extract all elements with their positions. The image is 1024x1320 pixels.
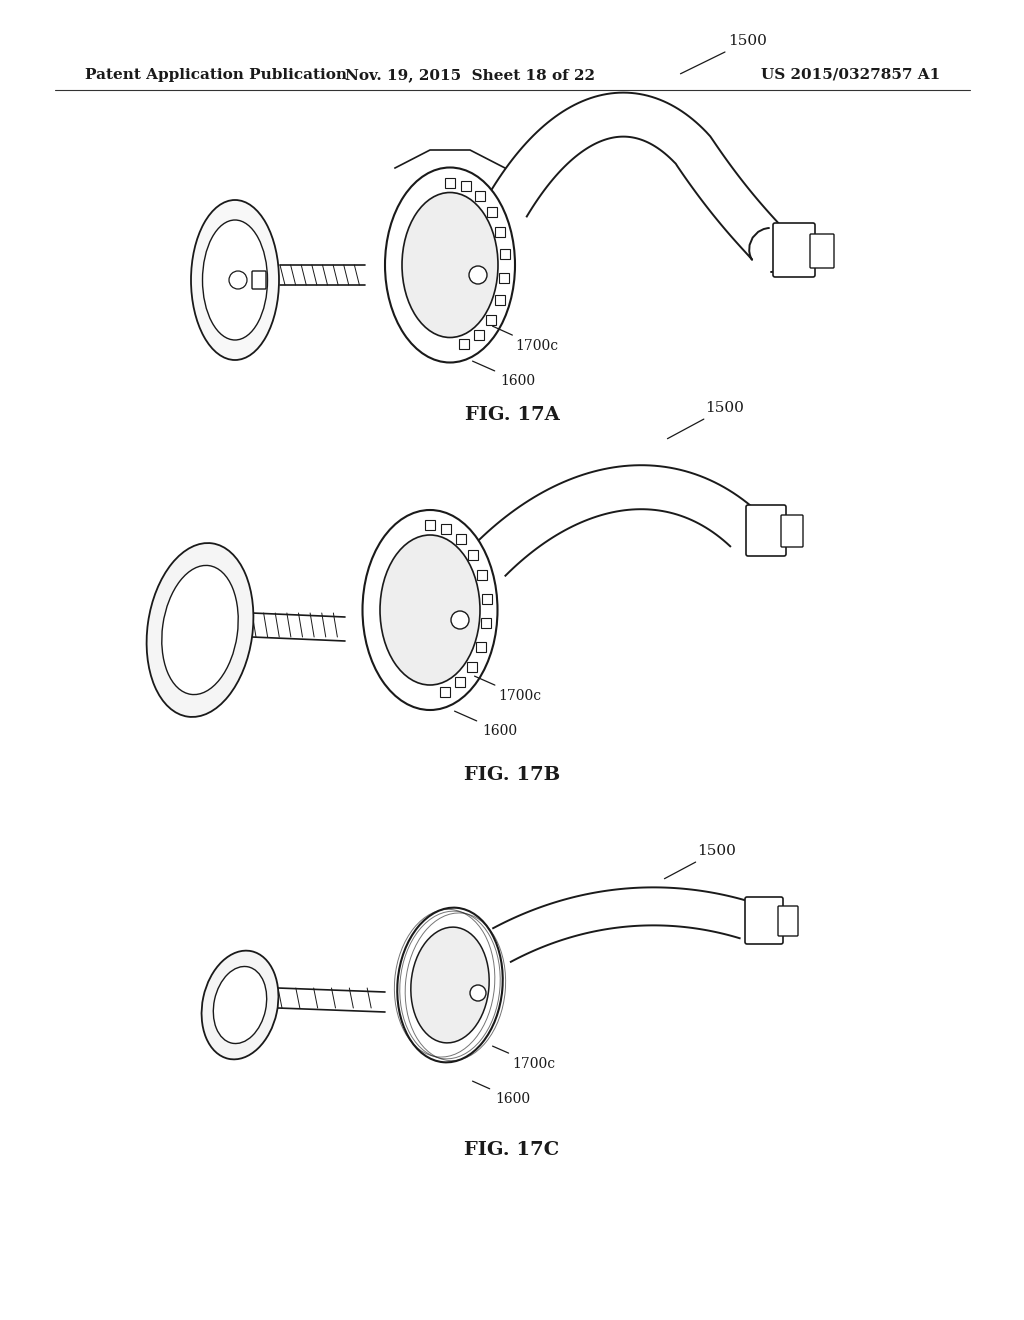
FancyBboxPatch shape: [459, 339, 469, 350]
Ellipse shape: [385, 168, 515, 363]
Text: FIG. 17C: FIG. 17C: [464, 1140, 560, 1159]
Ellipse shape: [397, 908, 503, 1063]
Text: 1500: 1500: [681, 34, 767, 74]
Ellipse shape: [213, 966, 266, 1044]
FancyBboxPatch shape: [461, 181, 471, 191]
FancyBboxPatch shape: [474, 330, 483, 341]
Ellipse shape: [362, 510, 498, 710]
FancyBboxPatch shape: [496, 227, 505, 236]
Text: US 2015/0327857 A1: US 2015/0327857 A1: [761, 69, 940, 82]
Ellipse shape: [203, 220, 267, 341]
Ellipse shape: [146, 543, 253, 717]
FancyBboxPatch shape: [252, 271, 266, 289]
FancyBboxPatch shape: [773, 223, 815, 277]
FancyBboxPatch shape: [445, 178, 455, 187]
Ellipse shape: [162, 565, 239, 694]
Text: 1500: 1500: [665, 843, 736, 879]
FancyBboxPatch shape: [425, 520, 435, 531]
Ellipse shape: [229, 271, 247, 289]
FancyBboxPatch shape: [481, 594, 492, 605]
FancyBboxPatch shape: [439, 688, 450, 697]
FancyBboxPatch shape: [476, 642, 486, 652]
Ellipse shape: [380, 535, 480, 685]
FancyBboxPatch shape: [455, 677, 465, 688]
Ellipse shape: [469, 267, 487, 284]
FancyBboxPatch shape: [495, 296, 505, 305]
FancyBboxPatch shape: [485, 315, 496, 325]
FancyBboxPatch shape: [781, 515, 803, 546]
FancyBboxPatch shape: [475, 191, 485, 201]
Ellipse shape: [470, 985, 486, 1001]
FancyBboxPatch shape: [441, 524, 452, 533]
Text: 1700c: 1700c: [493, 326, 558, 352]
FancyBboxPatch shape: [500, 273, 509, 282]
Text: FIG. 17B: FIG. 17B: [464, 766, 560, 784]
Text: 1500: 1500: [668, 401, 743, 438]
Text: 1700c: 1700c: [493, 1047, 555, 1071]
FancyBboxPatch shape: [778, 906, 798, 936]
Ellipse shape: [451, 611, 469, 630]
Ellipse shape: [202, 950, 279, 1060]
Text: 1700c: 1700c: [474, 676, 541, 704]
Text: Nov. 19, 2015  Sheet 18 of 22: Nov. 19, 2015 Sheet 18 of 22: [345, 69, 595, 82]
FancyBboxPatch shape: [746, 506, 786, 556]
Text: 1600: 1600: [455, 711, 517, 738]
FancyBboxPatch shape: [745, 898, 783, 944]
FancyBboxPatch shape: [486, 207, 497, 216]
Text: Patent Application Publication: Patent Application Publication: [85, 69, 347, 82]
FancyBboxPatch shape: [810, 234, 834, 268]
FancyBboxPatch shape: [477, 570, 487, 581]
FancyBboxPatch shape: [456, 533, 466, 544]
Ellipse shape: [191, 201, 279, 360]
Ellipse shape: [411, 927, 489, 1043]
FancyBboxPatch shape: [467, 661, 477, 672]
FancyBboxPatch shape: [481, 618, 492, 628]
Text: 1600: 1600: [472, 1081, 530, 1106]
Text: 1600: 1600: [472, 362, 536, 388]
Text: FIG. 17A: FIG. 17A: [465, 407, 559, 424]
Ellipse shape: [402, 193, 498, 338]
FancyBboxPatch shape: [468, 550, 478, 560]
FancyBboxPatch shape: [500, 249, 510, 259]
